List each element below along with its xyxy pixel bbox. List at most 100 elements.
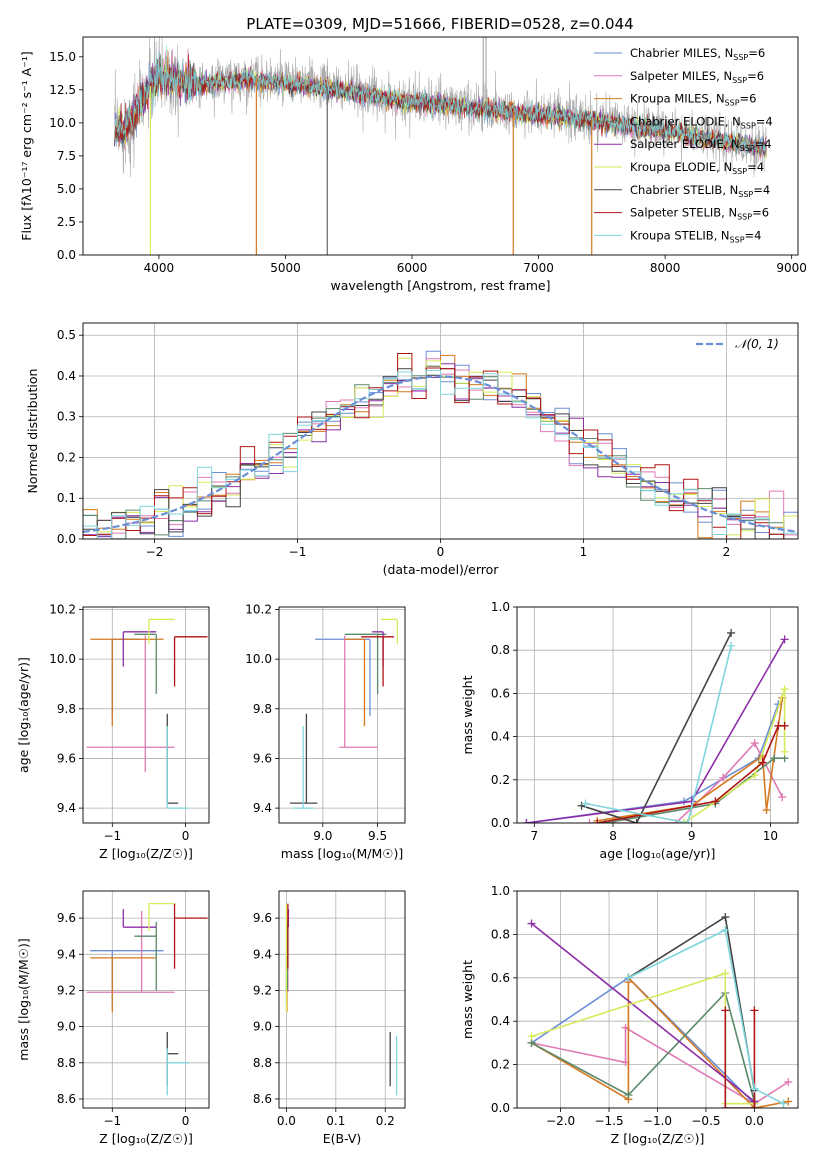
y-axis-label: mass weight [460,960,475,1039]
y-tick-label: 0.8 [491,643,510,657]
mass-weight-series [605,757,785,823]
x-axis-label: Z [log₁₀(Z/Z☉)] [611,1131,705,1146]
y-axis-label: age [log₁₀(age/yr)] [16,657,31,773]
y-tick-label: 7.5 [57,149,76,163]
x-tick-label: −0.5 [691,1114,720,1128]
y-tick-label: 0.6 [491,971,510,985]
x-tick-label: −1.5 [594,1114,623,1128]
y-tick-label: 0.0 [491,1101,510,1115]
legend-entry: Kroupa STELIB, NSSP=4 [630,228,761,244]
legend-entry: Kroupa MILES, NSSP=6 [630,92,756,108]
x-tick-label: 9000 [776,261,807,275]
y-tick-label: 10.0 [49,652,76,666]
mass-weight-series [531,975,789,1108]
axes-mass_vs_ebv: 0.0 0.1 0.2 8.6 8.8 9.0 9.2 9.4 9.6 E(B-V) [253,890,406,1146]
plus-marker [719,773,728,782]
plus-marker [750,771,759,780]
y-tick-label: 9.6 [57,911,76,925]
y-tick-label: 0.3 [57,410,76,424]
y-tick-label: 0.0 [491,816,510,830]
plus-marker [527,1032,536,1041]
mass-weight-series [526,703,780,823]
axes-mass_vs_Z: −1 0 8.6 8.8 9.0 9.2 9.4 9.6 Z [log₁₀(Z/Z☉)] mass… [16,890,210,1146]
residual-histogram [83,363,798,539]
axes-residuals: −2 −1 0 1 2 0.0 0.1 0.2 0.3 0.4 0.5 (data-model)/er… [25,322,799,577]
y-tick-label: 9.6 [253,751,272,765]
x-tick-label: 0.1 [326,1114,345,1128]
plots-layer: 4000 5000 6000 7000 8000 90000.02.55.07.510.0… [16,36,807,1146]
plus-marker [624,1090,633,1099]
plot-area [285,903,398,1096]
axes-frame [82,36,799,256]
plot-area [114,37,767,255]
mass-weight-series [628,928,784,1105]
plot-area [527,913,793,1108]
residual-histogram [83,369,798,539]
plot-area [522,628,789,823]
plus-marker [780,747,789,756]
y-tick-label: 9.4 [57,947,76,961]
y-tick-label: 2.5 [57,215,76,229]
plus-marker [727,628,736,637]
x-tick-label: 9.0 [313,829,332,843]
mass-weight-series [683,688,786,823]
plus-marker [779,1099,788,1108]
y-tick-label: 0.4 [491,730,510,744]
x-tick-label: 0.0 [745,1114,764,1128]
x-tick-label: 10 [763,829,778,843]
y-axis-label: Flux [fλ10⁻¹⁷ erg cm⁻² s⁻¹ A⁻¹] [19,51,34,240]
axes-frame [278,606,406,824]
x-tick-label: 2 [723,545,731,559]
plus-marker [750,1006,759,1015]
plot-area [86,618,208,809]
plot-area [83,350,798,539]
x-axis-label: Z [log₁₀(Z/Z☉)] [99,1131,193,1146]
y-tick-label: 0.2 [491,773,510,787]
legend-entry: Chabrier MILES, NSSP=6 [630,46,765,62]
y-tick-label: 10.2 [49,602,76,616]
plus-marker [624,973,633,982]
axes-frame [516,890,799,1109]
y-tick-label: 10.0 [49,116,76,130]
x-tick-label: −1 [289,545,307,559]
y-tick-label: 0.1 [57,491,76,505]
x-tick-label: 1 [580,545,588,559]
y-tick-label: 8.6 [57,1092,76,1106]
y-tick-label: 12.5 [49,83,76,97]
y-tick-label: 0.4 [491,1014,510,1028]
x-tick-label: −2.0 [546,1114,575,1128]
plus-marker [784,1077,793,1086]
x-tick-label: −1 [103,1114,121,1128]
x-tick-label: 5000 [270,261,301,275]
axes-age_vs_Z: −1 0 9.4 9.6 9.8 10.0 10.2 Z [log₁₀(Z/Z☉)] age [… [16,602,210,861]
x-tick-label: 0 [437,545,445,559]
y-tick-label: 1.0 [491,600,510,614]
mass-weight-series [724,1010,756,1108]
x-axis-label: mass [log₁₀(M/M☉)] [281,846,403,861]
y-tick-label: 9.4 [253,801,272,815]
x-tick-label: −1.0 [643,1114,672,1128]
y-tick-label: 9.4 [57,801,76,815]
axes-frame [82,606,210,824]
plus-marker [679,819,688,823]
axes-massweight_vs_Z: −2.0 −1.5 −1.0 −0.5 0.0 0.0 0.2 0.4 0.6 0.8 1.0 Z [… [460,884,799,1146]
legend-entry: Chabrier ELODIE, NSSP=4 [630,114,773,130]
plus-marker [593,819,602,823]
x-tick-label: 0 [182,829,190,843]
plus-marker [683,819,692,823]
mass-weight-series [581,632,732,823]
y-tick-label: 9.6 [253,911,272,925]
x-tick-label: 8000 [650,261,681,275]
y-tick-label: 0.6 [491,686,510,700]
y-tick-label: 10.2 [245,602,272,616]
x-tick-label: 7 [530,829,538,843]
y-tick-label: 8.8 [57,1056,76,1070]
mass-weight-series [627,915,756,1108]
y-tick-label: 0.5 [57,328,76,342]
y-tick-label: 0.0 [57,532,76,546]
plot-area [289,618,398,809]
legend: Chabrier MILES, NSSP=6 Salpeter MILES, NS… [594,46,773,244]
x-tick-label: −2 [146,545,164,559]
plus-marker [780,635,789,644]
